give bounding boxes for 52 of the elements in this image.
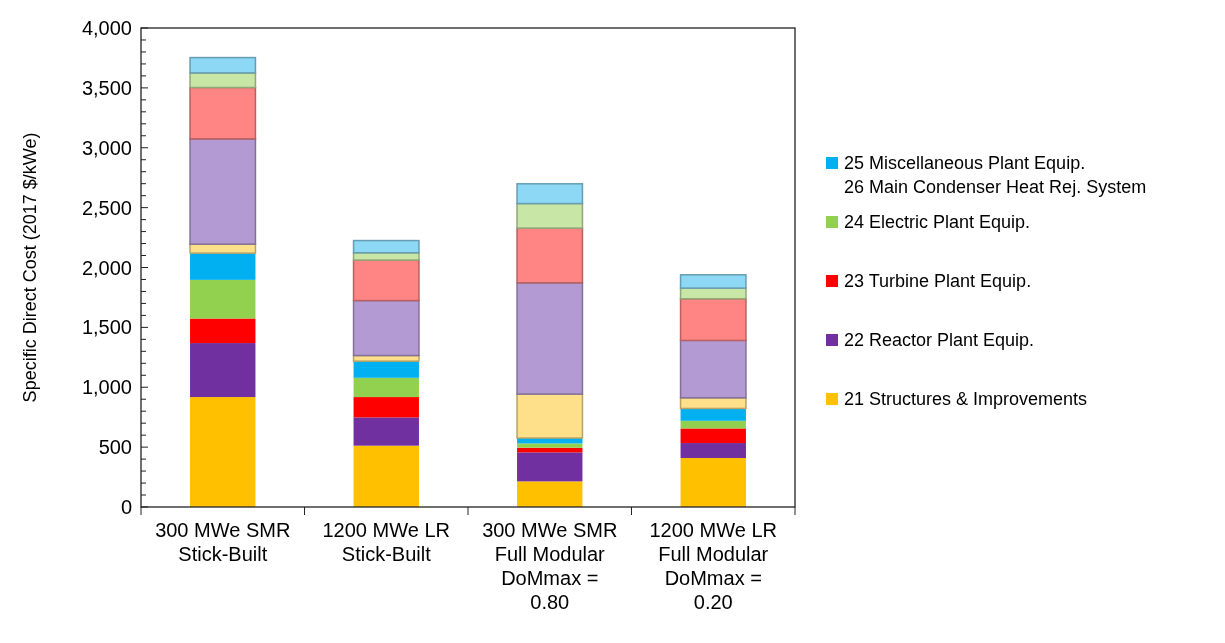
legend-label: 21 Structures & Improvements [844, 389, 1088, 410]
y-tick-label: 500 [98, 436, 132, 459]
bar [516, 282, 584, 395]
bar [679, 298, 747, 342]
bar [517, 452, 583, 482]
bar [516, 393, 584, 439]
x-tick-label: 1200 MWe LR Full Modular DoMmax = 0.20 [649, 519, 777, 613]
bar [680, 443, 746, 459]
y-axis-title: Specific Direct Cost (2017 $/kWe) [20, 132, 40, 403]
y-tick-label: 1,000 [81, 376, 132, 399]
bar [679, 274, 747, 289]
bar [353, 417, 419, 446]
bar [190, 318, 256, 344]
bar [679, 287, 747, 300]
bar [352, 239, 420, 254]
y-tick-label: 0 [120, 496, 132, 518]
y-tick-label: 4,000 [81, 17, 132, 39]
legend-label: 25 Miscellaneous Plant Equip. 26 Main Condenser Heat Rej. System [844, 153, 1147, 198]
bar [679, 339, 747, 399]
y-tick-label: 3,000 [81, 136, 132, 159]
x-tick-label: 300 MWe SMR Full Modular DoMmax = 0.80 [482, 519, 618, 613]
legend-label: 23 Turbine Plant Equip. [844, 271, 1032, 292]
y-tick-label: 2,000 [81, 256, 132, 279]
bar [189, 56, 257, 74]
bar [189, 86, 257, 140]
bar [190, 279, 256, 319]
legend-label: 24 Electric Plant Equip. [844, 212, 1031, 233]
bar [517, 481, 583, 507]
x-tick-label: 300 MWe SMR Stick-Built [155, 519, 291, 565]
bar [680, 458, 746, 507]
bar [190, 343, 256, 398]
bar [353, 445, 419, 507]
bar [516, 183, 584, 205]
bar [353, 397, 419, 418]
bar [517, 443, 583, 448]
bar [352, 299, 420, 357]
y-tick-label: 3,500 [81, 76, 132, 99]
y-tick-label: 1,500 [81, 316, 132, 339]
bar [516, 227, 584, 284]
bar [353, 361, 419, 378]
bar [516, 202, 584, 229]
bar [189, 138, 257, 245]
x-tick-label: 1200 MWe LR Stick-Built [322, 519, 450, 565]
bar [680, 408, 746, 421]
bar [190, 253, 256, 280]
bar [353, 377, 419, 398]
bar [680, 420, 746, 429]
bar [352, 259, 420, 302]
legend-label: 22 Reactor Plant Equip. [844, 330, 1035, 351]
bar [190, 397, 256, 507]
y-tick-label: 2,500 [81, 196, 132, 219]
bar [680, 428, 746, 444]
